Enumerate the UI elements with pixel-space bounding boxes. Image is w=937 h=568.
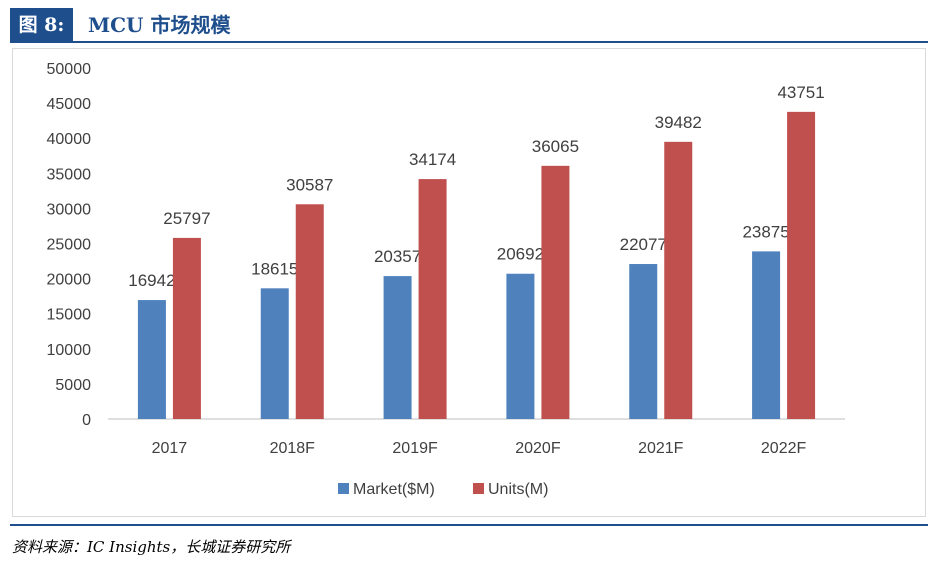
figure-tag: 图 8: (10, 8, 73, 42)
legend-swatch-units (473, 483, 484, 494)
market-data-label: 22077 (620, 235, 667, 254)
legend-label-market: Market($M) (353, 481, 435, 498)
market-bar (629, 264, 658, 419)
legend-label-units: Units(M) (488, 481, 548, 498)
source-note: 资料来源：IC Insights，长城证券研究所 (12, 538, 291, 556)
units-data-label: 43751 (777, 83, 824, 102)
units-bar (172, 237, 201, 419)
units-data-label: 25797 (163, 209, 210, 228)
market-data-label: 18615 (251, 259, 298, 278)
figure-header: 图 8: MCU 市场规模 (10, 8, 928, 42)
y-tick-label: 5000 (55, 377, 91, 394)
units-data-label: 30587 (286, 175, 333, 194)
y-tick-label: 45000 (47, 96, 92, 113)
market-bar (260, 288, 289, 419)
market-bar (137, 300, 166, 419)
market-data-label: 23875 (742, 222, 789, 241)
units-bar (418, 179, 447, 419)
footer-rule (10, 524, 928, 526)
y-tick-label: 0 (82, 412, 91, 429)
market-bar (752, 251, 781, 419)
y-tick-label: 40000 (47, 131, 92, 148)
y-tick-label: 50000 (47, 61, 92, 78)
units-data-label: 36065 (532, 137, 579, 156)
units-bar (664, 141, 693, 419)
units-data-label: 34174 (409, 150, 456, 169)
legend-swatch-market (338, 483, 349, 494)
market-data-label: 20692 (497, 245, 544, 264)
x-tick-label: 2020F (515, 440, 561, 457)
x-tick-label: 2018F (270, 440, 316, 457)
y-tick-label: 30000 (47, 201, 92, 218)
units-bar (787, 111, 816, 419)
x-tick-label: 2021F (638, 440, 684, 457)
y-tick-label: 20000 (47, 272, 92, 289)
units-bar (541, 165, 570, 419)
units-data-label: 39482 (655, 113, 702, 132)
market-bar (506, 273, 535, 419)
units-bar (295, 204, 324, 419)
x-tick-label: 2019F (392, 440, 438, 457)
y-tick-label: 10000 (47, 342, 92, 359)
chart-frame (12, 48, 926, 517)
x-tick-label: 2017 (152, 440, 188, 457)
header-rule (10, 41, 928, 43)
market-data-label: 20357 (374, 247, 421, 266)
y-tick-label: 15000 (47, 307, 92, 324)
market-data-label: 16942 (128, 271, 175, 290)
y-tick-label: 35000 (47, 166, 92, 183)
market-bar (383, 276, 412, 419)
y-tick-label: 25000 (47, 237, 92, 254)
x-tick-label: 2022F (761, 440, 807, 457)
figure-title: MCU 市场规模 (88, 13, 231, 37)
